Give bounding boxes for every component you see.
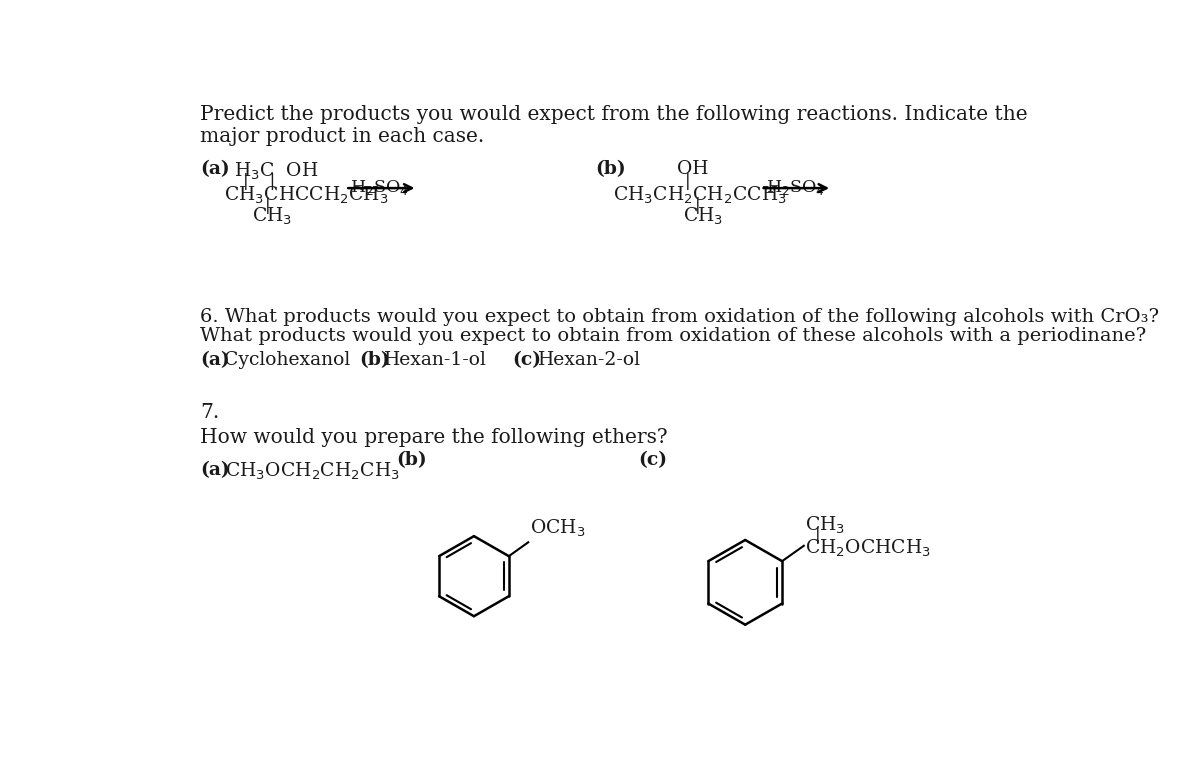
Text: CH$_3$: CH$_3$ [252,206,293,227]
Text: (a): (a) [200,160,230,178]
Text: Cyclohexanol: Cyclohexanol [223,351,350,370]
Text: |: | [265,197,270,213]
Text: CH$_3$: CH$_3$ [805,515,846,537]
Text: H$_3$C  OH: H$_3$C OH [234,160,318,181]
Text: Hexan-2-ol: Hexan-2-ol [538,351,641,370]
Text: CH$_3$CHCCH$_2$CH$_3$: CH$_3$CHCCH$_2$CH$_3$ [223,184,389,206]
Text: Predict the products you would expect from the following reactions. Indicate the: Predict the products you would expect fr… [200,105,1028,146]
Text: (a): (a) [200,351,230,370]
Text: OH: OH [677,160,708,178]
Text: CH$_3$: CH$_3$ [683,206,724,227]
Text: OCH$_3$: OCH$_3$ [529,518,586,539]
Text: (c): (c) [512,351,541,370]
Text: What products would you expect to obtain from oxidation of these alcohols with a: What products would you expect to obtain… [200,327,1147,345]
Text: (b): (b) [396,452,427,469]
Text: |    |: | | [242,174,275,191]
Text: CH$_3$OCH$_2$CH$_2$CH$_3$: CH$_3$OCH$_2$CH$_2$CH$_3$ [226,461,400,482]
Text: |: | [815,528,821,544]
Text: 6. What products would you expect to obtain from oxidation of the following alco: 6. What products would you expect to obt… [200,308,1159,326]
Text: Hexan-1-ol: Hexan-1-ol [384,351,487,370]
Text: 7.: 7. [200,403,220,422]
Text: (b): (b) [595,160,626,178]
Text: (b): (b) [359,351,390,370]
Text: (c): (c) [638,452,667,469]
Text: How would you prepare the following ethers?: How would you prepare the following ethe… [200,428,668,447]
Text: CH$_3$CH$_2$CH$_2$CCH$_3$: CH$_3$CH$_2$CH$_2$CCH$_3$ [613,184,787,206]
Text: (a): (a) [200,461,230,479]
Text: CH$_2$OCHCH$_3$: CH$_2$OCHCH$_3$ [805,538,931,559]
Text: H$_2$SO$_4$: H$_2$SO$_4$ [766,178,826,197]
Text: |: | [685,174,690,191]
Text: |: | [695,197,701,213]
Text: H$_2$SO$_4$: H$_2$SO$_4$ [350,178,409,197]
